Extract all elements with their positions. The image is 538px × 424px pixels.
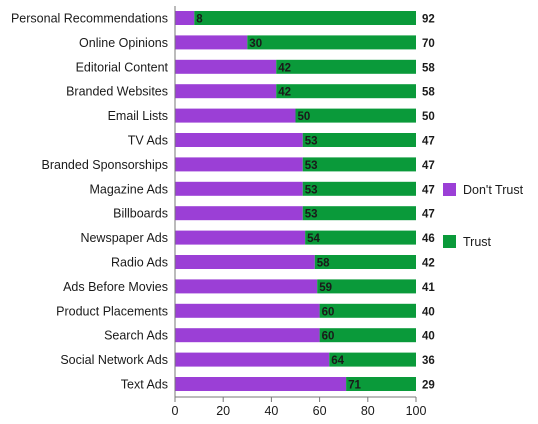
category-label: Social Network Ads bbox=[60, 353, 168, 367]
x-tick-label: 20 bbox=[216, 404, 230, 418]
data-label-trust: 92 bbox=[422, 14, 435, 26]
bar-trust bbox=[305, 230, 416, 245]
data-label-trust: 47 bbox=[422, 209, 435, 221]
data-label-dont-trust: 71 bbox=[348, 380, 361, 392]
bar-dont-trust bbox=[175, 84, 277, 99]
bar-dont-trust bbox=[175, 230, 306, 245]
data-label-trust: 50 bbox=[422, 111, 435, 123]
data-label-trust: 29 bbox=[422, 380, 435, 392]
data-label-trust: 42 bbox=[422, 258, 435, 270]
bar-trust bbox=[276, 59, 416, 74]
category-label: Radio Ads bbox=[111, 256, 168, 270]
data-label-dont-trust: 42 bbox=[278, 87, 291, 99]
data-label-dont-trust: 53 bbox=[305, 209, 318, 221]
bar-trust bbox=[319, 328, 416, 343]
bar-trust bbox=[276, 84, 416, 99]
bar-trust bbox=[346, 377, 416, 391]
x-tick-label: 100 bbox=[406, 404, 427, 418]
data-label-trust: 40 bbox=[422, 306, 435, 318]
bar-trust bbox=[317, 279, 416, 294]
data-label-dont-trust: 64 bbox=[331, 355, 344, 367]
data-label-trust: 46 bbox=[422, 233, 435, 245]
bar-dont-trust bbox=[175, 59, 277, 74]
bar-dont-trust bbox=[175, 35, 248, 50]
data-label-trust: 70 bbox=[422, 38, 435, 50]
bar-trust bbox=[302, 157, 416, 172]
bar-dont-trust bbox=[175, 279, 318, 294]
data-label-trust: 47 bbox=[422, 184, 435, 196]
bar-dont-trust bbox=[175, 133, 303, 147]
data-label-dont-trust: 60 bbox=[322, 306, 335, 318]
bar-dont-trust bbox=[175, 352, 330, 367]
bar-dont-trust bbox=[175, 157, 303, 172]
category-label: Product Placements bbox=[56, 304, 168, 318]
category-label: Editorial Content bbox=[76, 60, 169, 74]
data-label-dont-trust: 58 bbox=[317, 258, 330, 270]
bar-dont-trust bbox=[175, 255, 315, 269]
bar-trust bbox=[314, 255, 416, 269]
bar-trust bbox=[329, 352, 416, 367]
category-labels: Personal Recommendations Online Opinions E… bbox=[11, 12, 169, 392]
bar-dont-trust bbox=[175, 181, 303, 196]
legend: Don't Trust Trust bbox=[443, 183, 524, 249]
bars-group: 8 92 30 70 42 58 42 58 50 50 53 47 53 47 53 47 53 47 54 46 5… bbox=[175, 11, 435, 392]
data-label-dont-trust: 53 bbox=[305, 160, 318, 172]
data-label-trust: 36 bbox=[422, 355, 435, 367]
x-tick-label: 0 bbox=[172, 404, 179, 418]
bar-dont-trust bbox=[175, 328, 320, 343]
data-label-trust: 47 bbox=[422, 136, 435, 148]
category-label: Magazine Ads bbox=[89, 182, 168, 196]
bar-trust bbox=[302, 133, 416, 147]
category-label: Online Opinions bbox=[79, 36, 168, 50]
legend-label-dont-trust: Don't Trust bbox=[463, 183, 524, 197]
data-label-dont-trust: 42 bbox=[278, 62, 291, 74]
bar-trust bbox=[295, 108, 416, 123]
category-label: TV Ads bbox=[128, 134, 168, 148]
category-label: Billboards bbox=[113, 207, 168, 221]
x-tick-label: 40 bbox=[264, 404, 278, 418]
category-label: Branded Websites bbox=[66, 85, 168, 99]
data-label-trust: 58 bbox=[422, 87, 435, 99]
bar-dont-trust bbox=[175, 108, 296, 123]
bar-dont-trust bbox=[175, 303, 320, 318]
bar-trust bbox=[319, 303, 416, 318]
data-label-trust: 40 bbox=[422, 331, 435, 343]
category-label: Email Lists bbox=[108, 109, 168, 123]
category-label: Search Ads bbox=[104, 329, 168, 343]
bar-dont-trust bbox=[175, 206, 303, 221]
data-label-dont-trust: 54 bbox=[307, 233, 320, 245]
bar-dont-trust bbox=[175, 11, 195, 25]
data-label-trust: 58 bbox=[422, 62, 435, 74]
category-label: Personal Recommendations bbox=[11, 12, 168, 26]
data-label-dont-trust: 53 bbox=[305, 136, 318, 148]
x-tick-label: 80 bbox=[361, 404, 375, 418]
data-label-dont-trust: 8 bbox=[196, 14, 203, 26]
category-label: Text Ads bbox=[121, 378, 168, 392]
x-axis: 0 20 40 60 80 100 bbox=[172, 6, 427, 418]
data-label-dont-trust: 53 bbox=[305, 184, 318, 196]
legend-label-trust: Trust bbox=[463, 235, 492, 249]
bar-trust bbox=[194, 11, 416, 25]
x-tick-label: 60 bbox=[313, 404, 327, 418]
bar-trust bbox=[302, 206, 416, 221]
data-label-dont-trust: 59 bbox=[319, 282, 332, 294]
data-label-dont-trust: 30 bbox=[249, 38, 262, 50]
category-label: Newspaper Ads bbox=[80, 231, 168, 245]
category-label: Branded Sponsorships bbox=[42, 158, 168, 172]
category-label: Ads Before Movies bbox=[63, 280, 168, 294]
bar-trust bbox=[302, 181, 416, 196]
data-label-trust: 47 bbox=[422, 160, 435, 172]
legend-swatch-trust bbox=[443, 235, 456, 248]
data-label-dont-trust: 60 bbox=[322, 331, 335, 343]
data-label-trust: 41 bbox=[422, 282, 435, 294]
data-label-dont-trust: 50 bbox=[298, 111, 311, 123]
bar-dont-trust bbox=[175, 377, 347, 391]
legend-swatch-dont-trust bbox=[443, 183, 456, 196]
bar-trust bbox=[247, 35, 416, 50]
